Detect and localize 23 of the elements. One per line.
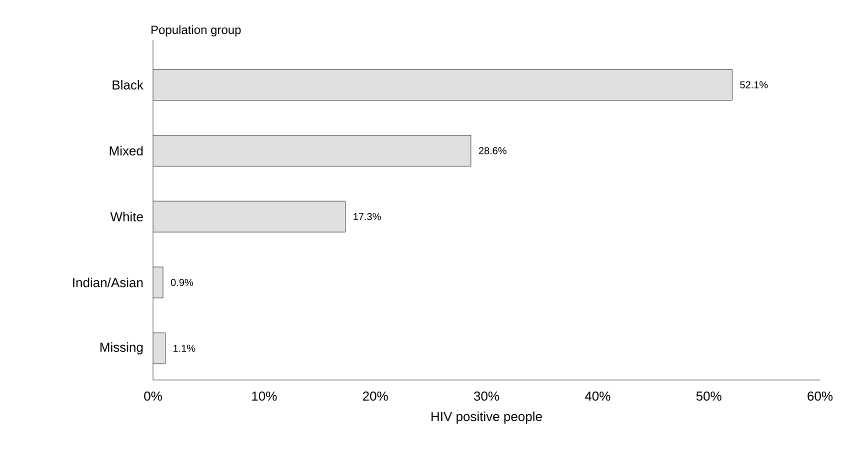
- x-tick-label: 30%: [474, 392, 500, 401]
- y-tick-label: Black: [112, 80, 144, 90]
- bar: [153, 69, 732, 100]
- data-label: 17.3%: [354, 213, 381, 220]
- bar: [153, 332, 166, 364]
- x-tick-label: 10%: [252, 392, 277, 401]
- bar: [153, 135, 472, 166]
- data-label: 1.1%: [174, 344, 196, 352]
- data-label: 52.1%: [740, 81, 768, 88]
- x-tick-label: 60%: [808, 392, 833, 401]
- data-label: 0.9%: [170, 278, 193, 286]
- x-tick-label: 0%: [144, 392, 162, 401]
- data-label: 28.6%: [478, 147, 506, 154]
- x-tick-label: 40%: [584, 392, 610, 401]
- x-tick-label: 20%: [362, 392, 388, 401]
- x-axis-title: HIV positive people: [432, 412, 542, 424]
- x-tick-label: 50%: [696, 392, 722, 401]
- y-tick-label: Indian/Asian: [73, 278, 143, 288]
- y-tick-label: Missing: [100, 342, 143, 354]
- y-axis-title: Population group: [152, 25, 241, 36]
- bar: [153, 200, 346, 232]
- y-tick-label: White: [110, 212, 143, 222]
- y-tick-label: Mixed: [110, 146, 143, 156]
